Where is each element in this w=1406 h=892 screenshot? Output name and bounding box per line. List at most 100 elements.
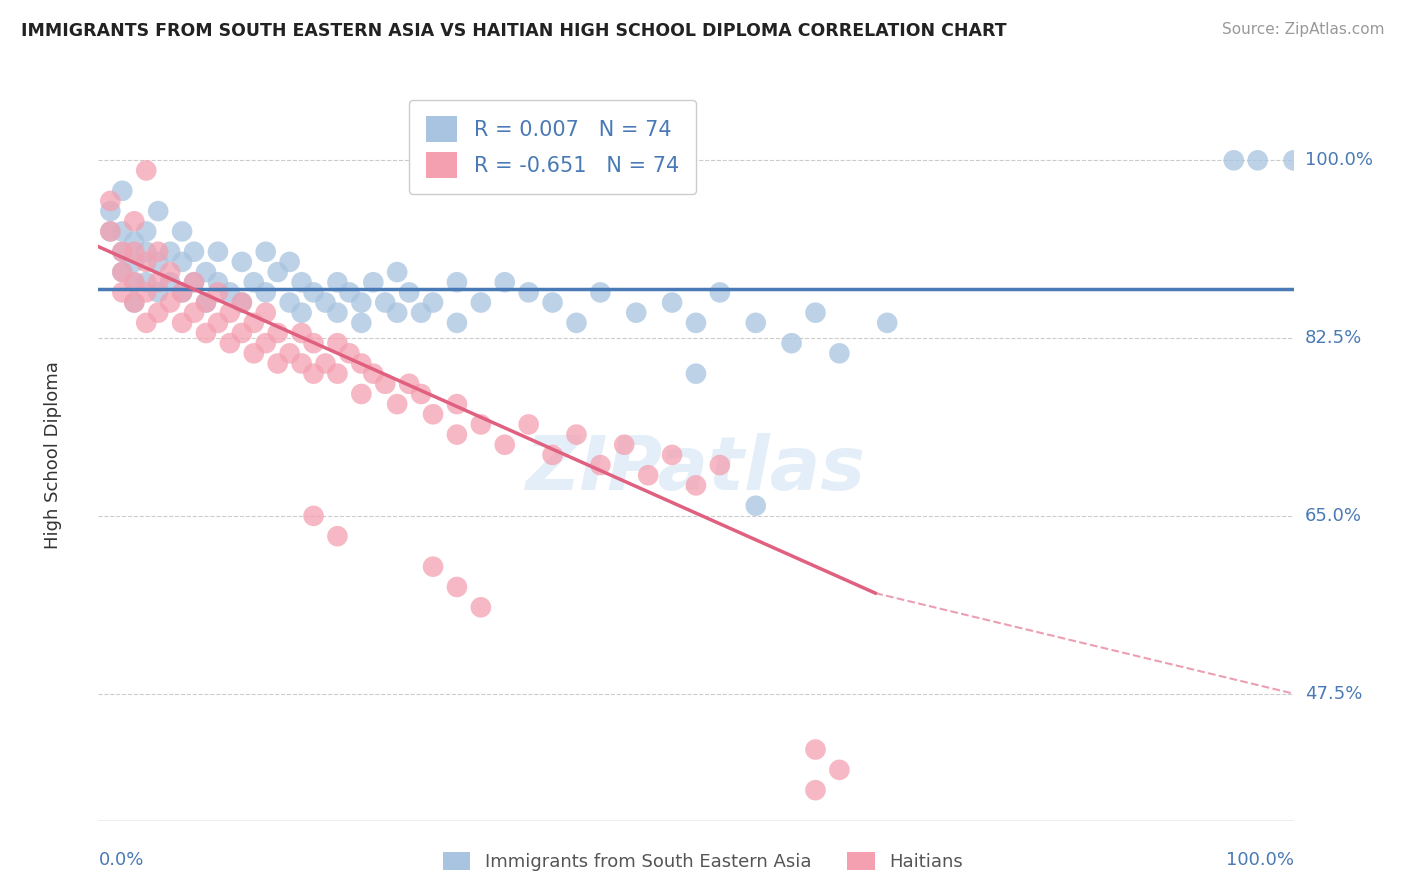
Point bbox=[494, 438, 516, 452]
Point bbox=[278, 295, 301, 310]
Text: 65.0%: 65.0% bbox=[1305, 507, 1361, 524]
Point bbox=[172, 224, 194, 238]
Point bbox=[148, 285, 170, 300]
Point bbox=[195, 295, 218, 310]
Point bbox=[541, 448, 564, 462]
Point bbox=[350, 387, 373, 401]
Point bbox=[207, 285, 229, 300]
Point bbox=[385, 265, 409, 279]
Point bbox=[172, 285, 194, 300]
Point bbox=[231, 255, 253, 269]
Point bbox=[98, 194, 122, 208]
Point bbox=[291, 275, 314, 289]
Point bbox=[172, 255, 194, 269]
Point bbox=[1247, 153, 1270, 168]
Point bbox=[745, 499, 768, 513]
Point bbox=[219, 336, 242, 351]
Point bbox=[195, 295, 218, 310]
Point bbox=[267, 326, 290, 340]
Point bbox=[124, 295, 146, 310]
Point bbox=[291, 356, 314, 371]
Point bbox=[422, 407, 444, 421]
Point bbox=[385, 397, 409, 411]
Point bbox=[326, 529, 349, 543]
Point bbox=[159, 244, 181, 259]
Point bbox=[494, 275, 516, 289]
Point bbox=[422, 295, 444, 310]
Point bbox=[135, 316, 157, 330]
Point bbox=[828, 346, 851, 360]
Point bbox=[780, 336, 803, 351]
Point bbox=[876, 316, 898, 330]
Point bbox=[422, 559, 444, 574]
Point bbox=[589, 285, 612, 300]
Point bbox=[326, 275, 349, 289]
Point bbox=[159, 265, 181, 279]
Point bbox=[195, 265, 218, 279]
Point bbox=[302, 336, 325, 351]
Point bbox=[231, 295, 253, 310]
Point bbox=[254, 244, 277, 259]
Point bbox=[446, 397, 468, 411]
Point bbox=[350, 316, 373, 330]
Point bbox=[1223, 153, 1246, 168]
Point bbox=[613, 438, 636, 452]
Point bbox=[254, 336, 277, 351]
Point bbox=[124, 275, 146, 289]
Point bbox=[135, 255, 157, 269]
Point bbox=[685, 478, 707, 492]
Point bbox=[291, 306, 314, 320]
Point bbox=[111, 244, 134, 259]
Point bbox=[267, 356, 290, 371]
Point bbox=[183, 275, 205, 289]
Point bbox=[374, 376, 396, 391]
Point bbox=[374, 295, 396, 310]
Point bbox=[183, 306, 205, 320]
Point bbox=[804, 742, 827, 756]
Point bbox=[1282, 153, 1305, 168]
Text: 100.0%: 100.0% bbox=[1226, 851, 1294, 869]
Legend: Immigrants from South Eastern Asia, Haitians: Immigrants from South Eastern Asia, Hait… bbox=[436, 845, 970, 879]
Point bbox=[804, 783, 827, 797]
Point bbox=[315, 295, 337, 310]
Point bbox=[254, 306, 277, 320]
Point bbox=[243, 346, 266, 360]
Point bbox=[745, 316, 768, 330]
Point bbox=[278, 255, 301, 269]
Point bbox=[243, 275, 266, 289]
Point bbox=[183, 244, 205, 259]
Point bbox=[565, 427, 588, 442]
Point bbox=[98, 224, 122, 238]
Point bbox=[661, 448, 683, 462]
Point bbox=[470, 295, 492, 310]
Point bbox=[339, 346, 361, 360]
Point bbox=[207, 316, 229, 330]
Point bbox=[302, 285, 325, 300]
Point bbox=[709, 458, 731, 472]
Text: 100.0%: 100.0% bbox=[1305, 152, 1372, 169]
Point bbox=[385, 306, 409, 320]
Point bbox=[470, 600, 492, 615]
Point bbox=[517, 285, 540, 300]
Point bbox=[339, 285, 361, 300]
Point bbox=[124, 255, 146, 269]
Point bbox=[326, 306, 349, 320]
Point bbox=[231, 295, 253, 310]
Text: 0.0%: 0.0% bbox=[98, 851, 143, 869]
Point bbox=[111, 265, 134, 279]
Point bbox=[159, 295, 181, 310]
Point bbox=[111, 224, 134, 238]
Point bbox=[254, 285, 277, 300]
Point bbox=[828, 763, 851, 777]
Point bbox=[148, 204, 170, 219]
Point bbox=[124, 295, 146, 310]
Point bbox=[350, 295, 373, 310]
Point bbox=[446, 316, 468, 330]
Point bbox=[398, 285, 420, 300]
Point bbox=[446, 427, 468, 442]
Point bbox=[124, 235, 146, 249]
Point bbox=[302, 367, 325, 381]
Point bbox=[398, 376, 420, 391]
Point bbox=[446, 275, 468, 289]
Point bbox=[517, 417, 540, 432]
